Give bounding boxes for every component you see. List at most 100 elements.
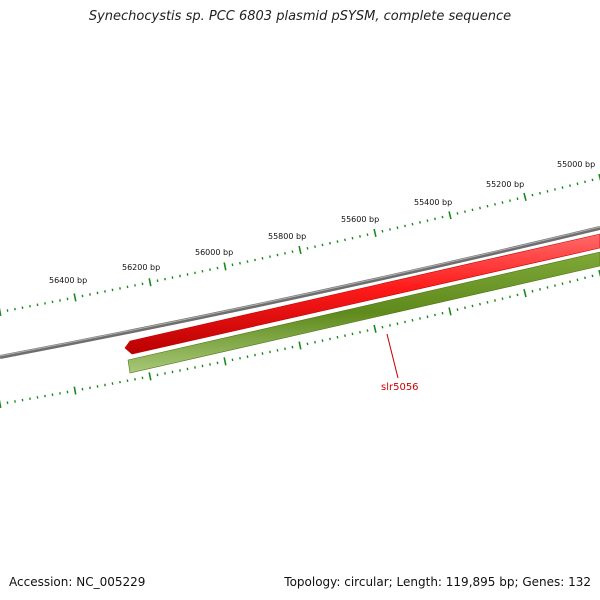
outer-minor-tick — [314, 245, 316, 248]
outer-minor-tick — [509, 199, 511, 202]
inner-minor-tick — [591, 274, 594, 278]
inner-minor-tick — [306, 342, 309, 346]
inner-major-tick — [73, 386, 77, 395]
inner-minor-tick — [456, 308, 459, 311]
outer-major-tick — [598, 173, 600, 182]
inner-minor-tick — [471, 304, 474, 308]
inner-minor-tick — [344, 334, 346, 337]
outer-major-tick — [448, 211, 452, 220]
outer-tick-label: 56400 bp — [49, 276, 87, 285]
outer-minor-tick — [441, 215, 444, 219]
outer-minor-tick — [561, 186, 564, 189]
outer-minor-tick — [246, 260, 249, 263]
outer-minor-tick — [539, 191, 541, 195]
inner-minor-tick — [404, 320, 406, 324]
outer-minor-tick — [576, 182, 579, 186]
page-title: Synechocystis sp. PCC 6803 plasmid pSYSM… — [88, 9, 512, 24]
outer-minor-tick — [366, 233, 369, 236]
inner-major-tick — [523, 289, 527, 298]
inner-minor-tick — [291, 345, 294, 349]
outer-minor-tick — [306, 247, 309, 250]
reverse-gene-arc[interactable] — [127, 251, 600, 374]
inner-minor-tick — [441, 311, 444, 315]
inner-major-tick — [448, 307, 452, 316]
outer-tick-ring — [0, 173, 600, 317]
outer-major-tick — [148, 278, 152, 287]
inner-minor-tick — [546, 286, 549, 289]
inner-minor-tick — [389, 324, 391, 327]
outer-minor-tick — [276, 253, 279, 257]
outer-minor-tick — [494, 203, 496, 206]
inner-minor-tick — [419, 317, 421, 320]
inner-tick-ring — [0, 269, 600, 409]
outer-tick-label: 55200 bp — [486, 180, 524, 189]
outer-minor-tick — [359, 235, 361, 238]
outer-minor-tick — [464, 210, 466, 213]
inner-major-tick — [373, 324, 377, 333]
outer-tick-label: 55800 bp — [268, 232, 306, 241]
outer-major-tick — [523, 192, 527, 202]
outer-minor-tick — [456, 212, 459, 215]
forward-gene-arc[interactable] — [124, 233, 600, 355]
inner-minor-tick — [276, 349, 279, 352]
inner-major-tick — [298, 341, 302, 350]
inner-minor-tick — [434, 313, 436, 317]
outer-minor-tick — [404, 224, 406, 228]
outer-minor-tick — [471, 208, 474, 212]
inner-minor-tick — [569, 280, 571, 284]
outer-minor-tick — [321, 243, 324, 247]
plasmid-backbone — [0, 226, 600, 359]
inner-minor-tick — [576, 278, 579, 282]
outer-minor-tick — [329, 241, 331, 245]
outer-minor-tick — [254, 258, 256, 262]
inner-major-tick — [0, 399, 2, 409]
inner-minor-tick — [366, 329, 369, 332]
outer-minor-tick — [591, 178, 594, 182]
outer-minor-tick — [554, 188, 556, 191]
outer-minor-tick — [501, 201, 504, 204]
inner-minor-tick — [494, 299, 496, 302]
inner-minor-tick — [396, 322, 399, 326]
inner-minor-tick — [531, 289, 534, 293]
inner-minor-tick — [509, 295, 511, 299]
inner-minor-tick — [516, 293, 519, 297]
outer-tick-label: 56000 bp — [195, 248, 233, 257]
outer-minor-tick — [209, 268, 211, 271]
outer-minor-tick — [411, 222, 414, 226]
inner-minor-tick — [411, 318, 414, 322]
outer-major-tick — [73, 293, 77, 302]
inner-minor-tick — [554, 284, 556, 287]
inner-minor-tick — [351, 332, 354, 336]
inner-minor-tick — [561, 282, 564, 285]
outer-major-tick — [298, 245, 302, 255]
plasmid-backbone-highlight — [0, 226, 600, 357]
outer-minor-tick — [584, 180, 586, 184]
outer-minor-tick — [284, 252, 286, 255]
outer-minor-tick — [269, 255, 271, 258]
outer-tick-label: 55000 bp — [557, 160, 595, 169]
outer-minor-tick — [516, 197, 519, 201]
outer-minor-tick — [344, 238, 346, 242]
inner-minor-tick — [359, 330, 361, 334]
outer-minor-tick — [546, 190, 549, 193]
gene-label-leader — [386, 333, 399, 379]
outer-tick-label: 55400 bp — [414, 198, 452, 207]
outer-minor-tick — [231, 263, 234, 267]
inner-minor-tick — [336, 335, 339, 339]
inner-minor-tick — [479, 302, 481, 306]
outer-minor-tick — [396, 226, 399, 230]
inner-minor-tick — [486, 301, 489, 304]
inner-minor-tick — [426, 315, 429, 319]
outer-minor-tick — [351, 236, 354, 240]
gene-label-slr5056[interactable]: slr5056 — [381, 382, 419, 393]
outer-minor-tick — [239, 261, 241, 265]
outer-tick-label: 56200 bp — [122, 263, 160, 272]
inner-major-tick — [223, 357, 227, 366]
inner-minor-tick — [539, 288, 541, 291]
outer-minor-tick — [381, 229, 384, 233]
outer-major-tick — [223, 262, 227, 271]
outer-minor-tick — [216, 266, 219, 270]
outer-minor-tick — [261, 256, 264, 260]
outer-minor-tick — [434, 217, 436, 221]
